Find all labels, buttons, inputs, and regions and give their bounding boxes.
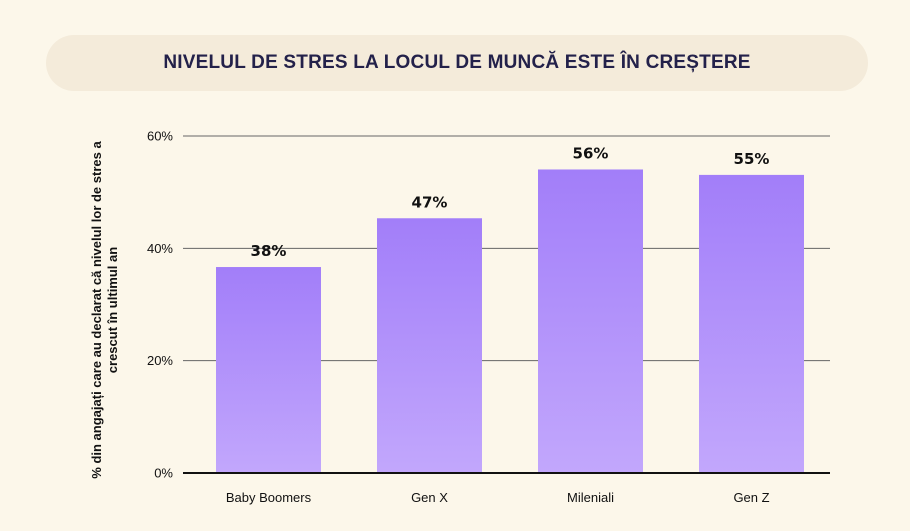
- x-tick-label: Baby Boomers: [226, 490, 312, 505]
- bar-gen-x: [377, 218, 482, 473]
- bars: [216, 169, 804, 473]
- bar-baby-boomers: [216, 267, 321, 473]
- chart-title: NIVELUL DE STRES LA LOCUL DE MUNCĂ ESTE …: [163, 52, 751, 73]
- y-tick-label: 0%: [154, 466, 173, 481]
- labels: 0% 20% 40% 60% 38% Baby Boomers 47% Gen X 56% Mil…: [147, 129, 770, 506]
- chart-title-banner: NIVELUL DE STRES LA LOCUL DE MUNCĂ ESTE …: [46, 35, 868, 91]
- bar-gen-z: [699, 174, 804, 473]
- y-tick-label: 60%: [147, 129, 173, 144]
- data-label: 56%: [573, 144, 609, 162]
- x-tick-label: Gen Z: [733, 490, 769, 505]
- x-tick-label: Gen X: [411, 490, 448, 505]
- data-label: 55%: [734, 150, 770, 168]
- y-tick-label: 20%: [147, 353, 173, 368]
- data-label: 38%: [251, 242, 287, 260]
- bar-mileniali: [538, 169, 643, 473]
- y-tick-label: 40%: [147, 241, 173, 256]
- x-tick-label: Mileniali: [567, 490, 614, 505]
- data-label: 47%: [412, 193, 448, 211]
